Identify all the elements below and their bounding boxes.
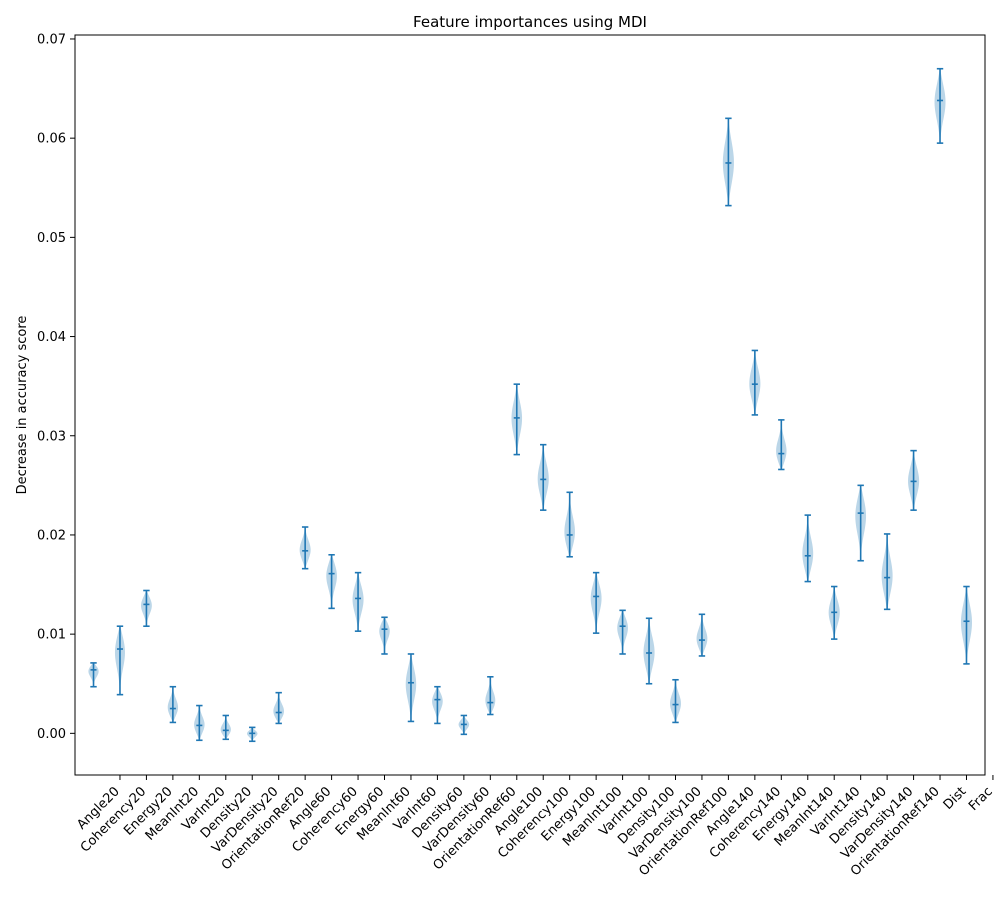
violin-group bbox=[88, 67, 973, 743]
y-tick-label: 0.05 bbox=[37, 231, 66, 246]
x-axis: Angle20Coherency20Energy20MeanInt20VarIn… bbox=[74, 775, 996, 879]
y-tick-label: 0.02 bbox=[37, 528, 66, 543]
y-tick-label: 0.00 bbox=[37, 727, 66, 742]
y-tick-label: 0.04 bbox=[37, 330, 66, 345]
y-axis-label: Decrease in accuracy score bbox=[15, 316, 30, 495]
y-tick-label: 0.03 bbox=[37, 429, 66, 444]
plot-frame bbox=[74, 34, 986, 776]
y-axis: 0.00 0.01 0.02 0.03 0.04 0.05 0.06 0.07 bbox=[37, 32, 75, 742]
chart-title: Feature importances using MDI bbox=[413, 13, 647, 31]
x-tick-label: Dist bbox=[941, 784, 970, 813]
x-tick-label: Frac bbox=[966, 784, 996, 814]
y-tick-label: 0.06 bbox=[37, 132, 66, 147]
y-tick-label: 0.07 bbox=[37, 32, 66, 47]
y-tick-label: 0.01 bbox=[37, 628, 66, 643]
